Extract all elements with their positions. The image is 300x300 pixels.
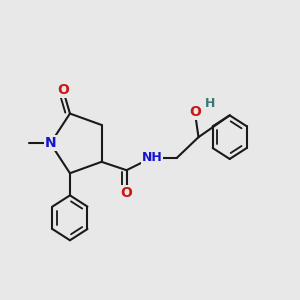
Text: NH: NH	[142, 151, 162, 164]
Text: H: H	[205, 97, 216, 110]
Text: O: O	[189, 105, 201, 119]
Text: N: N	[45, 136, 56, 150]
Text: O: O	[121, 186, 133, 200]
Text: O: O	[57, 83, 69, 97]
